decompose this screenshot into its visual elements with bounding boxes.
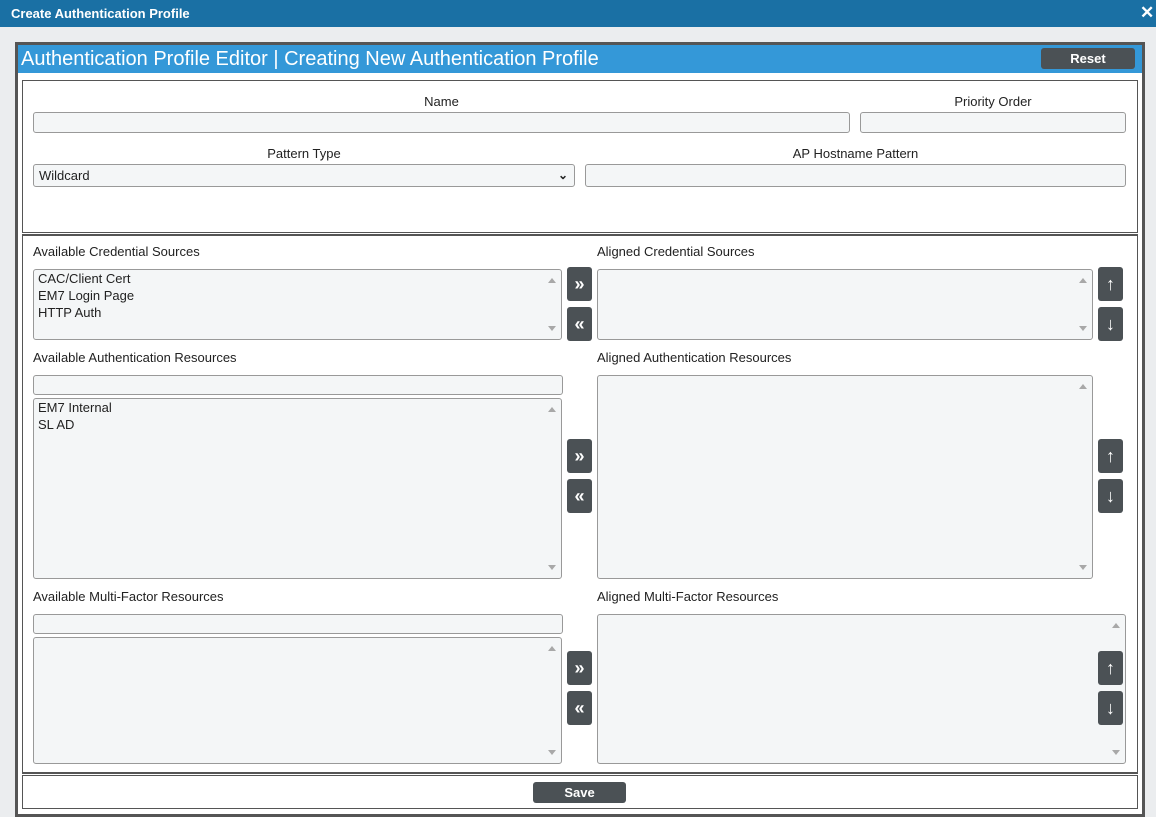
hostname-pattern-label: AP Hostname Pattern [792,146,919,161]
aligned-mfa-label: Aligned Multi-Factor Resources [597,589,779,604]
aligned-credential-list[interactable] [597,269,1093,340]
aligned-auth-label: Aligned Authentication Resources [597,350,792,365]
pattern-type-label: Pattern Type [267,146,341,161]
name-input[interactable] [33,112,850,133]
save-button[interactable]: Save [533,782,626,803]
reset-button[interactable]: Reset [1041,48,1135,69]
window-title: Create Authentication Profile [11,6,190,21]
auth-filter-input[interactable] [33,375,563,395]
move-down-credential-button[interactable]: ↓ [1098,307,1123,341]
aligned-mfa-list[interactable] [597,614,1126,764]
hostname-pattern-input[interactable] [585,164,1126,187]
remove-mfa-button[interactable]: « [567,691,592,725]
scrollbar[interactable] [1108,615,1125,763]
available-credential-label: Available Credential Sources [33,244,200,259]
profile-settings-section [22,80,1138,233]
move-up-auth-button[interactable]: ↑ [1098,439,1123,473]
aligned-auth-list[interactable] [597,375,1093,579]
scrollbar[interactable] [544,270,561,339]
add-auth-button[interactable]: » [567,439,592,473]
remove-credential-button[interactable]: « [567,307,592,341]
pattern-type-select[interactable]: Wildcard ⌄ [33,164,575,187]
list-item[interactable]: CAC/Client Cert [38,271,131,286]
list-item[interactable]: EM7 Internal [38,400,112,415]
close-icon[interactable]: ✕ [1140,3,1155,22]
editor-header: Authentication Profile Editor | Creating… [18,45,1142,73]
pattern-type-value: Wildcard [39,168,90,183]
add-mfa-button[interactable]: » [567,651,592,685]
scrollbar[interactable] [1075,270,1092,339]
move-up-credential-button[interactable]: ↑ [1098,267,1123,301]
chevron-down-icon: ⌄ [557,168,568,182]
scrollbar[interactable] [544,399,561,578]
list-item[interactable]: HTTP Auth [38,305,102,320]
aligned-credential-label: Aligned Credential Sources [597,244,755,259]
move-down-auth-button[interactable]: ↓ [1098,479,1123,513]
available-auth-label: Available Authentication Resources [33,350,237,365]
priority-order-label: Priority Order [954,94,1032,109]
name-label: Name [424,94,459,109]
add-credential-button[interactable]: » [567,267,592,301]
editor-title: Authentication Profile Editor | Creating… [21,48,599,70]
available-mfa-label: Available Multi-Factor Resources [33,589,224,604]
remove-auth-button[interactable]: « [567,479,592,513]
available-mfa-list[interactable] [33,637,562,764]
list-item[interactable]: EM7 Login Page [38,288,135,303]
available-auth-list[interactable]: EM7 Internal SL AD [33,398,562,579]
mfa-filter-input[interactable] [33,614,563,634]
move-down-mfa-button[interactable]: ↓ [1098,691,1123,725]
scrollbar[interactable] [544,638,561,763]
priority-order-input[interactable] [860,112,1126,133]
available-credential-list[interactable]: CAC/Client Cert EM7 Login Page HTTP Auth [33,269,562,340]
scrollbar[interactable] [1075,376,1092,578]
window-title-bar: Create Authentication Profile [0,0,1156,27]
list-item[interactable]: SL AD [38,417,75,432]
move-up-mfa-button[interactable]: ↑ [1098,651,1123,685]
